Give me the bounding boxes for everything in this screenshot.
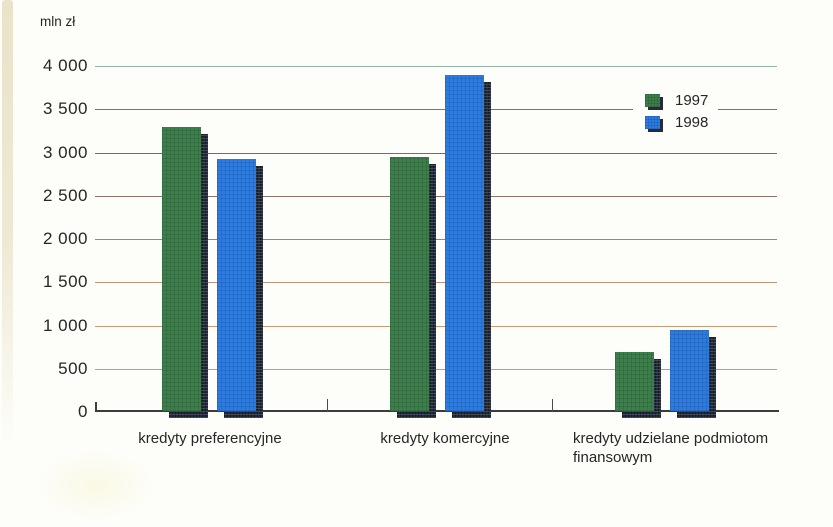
legend-item-1998: 1998: [645, 111, 708, 133]
y-tick-label-2500: 2 500: [42, 186, 88, 205]
bar-1998-group1: [217, 159, 256, 411]
category-label-kredyty-udzielane-podmiotom-finansowym: kredyty udzielane podmiotom finansowym: [573, 430, 769, 466]
bar-1997-group1: [162, 127, 201, 411]
legend-item-1997: 1997: [645, 89, 708, 111]
legend-label-1998: 1998: [675, 113, 709, 131]
legend-swatch-1998: [645, 115, 660, 129]
legend-swatch-1997: [645, 93, 660, 107]
y-tick-label-0: 0: [78, 402, 88, 421]
gridline-500: [95, 369, 777, 370]
legend-label-1997: 1997: [675, 91, 709, 109]
bar-1998-group2: [445, 75, 484, 411]
category-label-kredyty-preferencyjne: kredyty preferencyjne: [138, 430, 282, 447]
page-edge-strip: [2, 0, 13, 445]
gridline-4000: [95, 66, 777, 67]
scan-artifact: [38, 450, 153, 520]
gridline-3500: [95, 109, 777, 110]
axis-tick: [552, 399, 553, 412]
axis-tick: [327, 399, 328, 412]
legend: 1997 1998: [633, 86, 719, 136]
y-tick-label-1500: 1 500: [42, 272, 88, 291]
bar-1997-group3: [615, 352, 654, 411]
y-tick-label-1000: 1 000: [42, 316, 88, 335]
y-axis-unit-label: mln zł: [40, 14, 76, 29]
y-tick-label-500: 500: [58, 359, 88, 378]
gridline-1500: [95, 282, 777, 283]
bar-1997-group2: [390, 157, 429, 411]
y-tick-label-2000: 2 000: [42, 229, 88, 248]
gridline-1000: [95, 326, 777, 327]
gridline-2500: [95, 196, 777, 197]
gridline-2000: [95, 239, 777, 240]
category-label-kredyty-komercyjne: kredyty komercyjne: [380, 430, 510, 447]
x-axis-line: [95, 410, 779, 412]
gridline-3000: [95, 153, 777, 154]
y-tick-label-3500: 3 500: [42, 99, 88, 118]
bar-1998-group3: [670, 330, 709, 411]
y-tick-label-4000: 4 000: [42, 56, 88, 75]
axis-corner-tick: [95, 402, 97, 412]
y-tick-label-3000: 3 000: [42, 143, 88, 162]
